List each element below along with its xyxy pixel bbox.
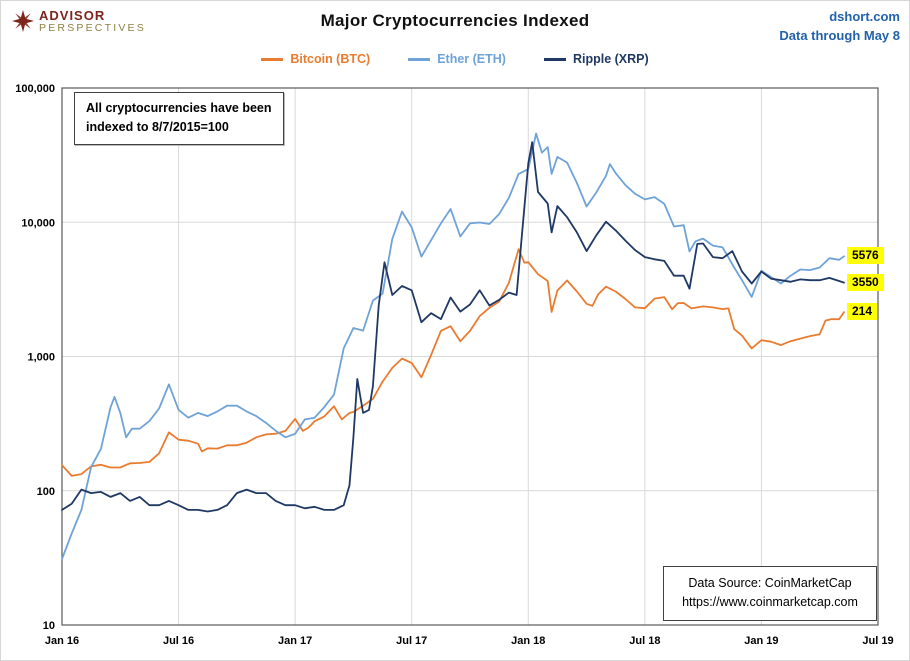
end-value-label-ether: 5576 [847, 247, 884, 265]
brand-name-advisor: ADVISOR [39, 8, 106, 23]
ether-line-swatch [408, 57, 431, 61]
chart-legend: Bitcoin (BTC) Ether (ETH) Ripple (XRP) [0, 52, 910, 66]
x-tick-label: Jul 17 [396, 635, 427, 647]
legend-label-ripple: Ripple (XRP) [572, 52, 649, 66]
ripple-line-swatch [543, 57, 566, 61]
site-info: dshort.com Data through May 8 [779, 8, 900, 46]
annotation-line1: All cryptocurrencies have been [86, 101, 272, 115]
x-tick-label: Jan 17 [278, 635, 312, 647]
legend-label-bitcoin: Bitcoin (BTC) [290, 52, 371, 66]
y-tick-label: 10 [43, 620, 55, 632]
legend-item-ether: Ether (ETH) [408, 52, 506, 66]
plot-border [61, 87, 879, 626]
series-line-ripple-xrp [61, 141, 845, 513]
data-source-box: Data Source: CoinMarketCap https://www.c… [663, 566, 877, 621]
y-tick-label: 10,000 [21, 217, 55, 229]
x-tick-label: Jul 19 [862, 635, 893, 647]
advisor-perspectives-logo: ADVISOR PERSPECTIVES [12, 8, 146, 35]
series-line-bitcoin-btc [61, 248, 845, 477]
x-tick-label: Jan 18 [511, 635, 545, 647]
x-tick-label: Jan 16 [45, 635, 79, 647]
x-tick-label: Jul 16 [163, 635, 194, 647]
index-annotation-box: All cryptocurrencies have been indexed t… [74, 92, 284, 145]
legend-item-ripple: Ripple (XRP) [543, 52, 649, 66]
end-value-label-ripple: 3550 [847, 273, 884, 291]
brand-name-perspectives: PERSPECTIVES [39, 22, 146, 35]
legend-label-ether: Ether (ETH) [437, 52, 506, 66]
x-tick-label: Jan 19 [744, 635, 778, 647]
y-tick-label: 1,000 [27, 352, 55, 364]
data-source-line1: Data Source: CoinMarketCap [688, 576, 852, 590]
page-title: Major Cryptocurrencies Indexed [320, 11, 590, 30]
bitcoin-line-swatch [261, 57, 284, 61]
y-tick-label: 100,000 [15, 83, 55, 95]
x-tick-label: Jul 18 [629, 635, 660, 647]
annotation-line2: indexed to 8/7/2015=100 [86, 120, 229, 135]
y-tick-label: 100 [37, 486, 55, 498]
data-through-label: Data through May 8 [779, 27, 900, 43]
legend-item-bitcoin: Bitcoin (BTC) [261, 52, 370, 66]
compass-star-icon [12, 10, 34, 32]
site-url: dshort.com [829, 9, 900, 24]
series-line-ether-eth [61, 132, 845, 560]
end-value-label-bitcoin: 214 [847, 303, 878, 321]
data-source-line2: https://www.coinmarketcap.com [682, 595, 858, 610]
